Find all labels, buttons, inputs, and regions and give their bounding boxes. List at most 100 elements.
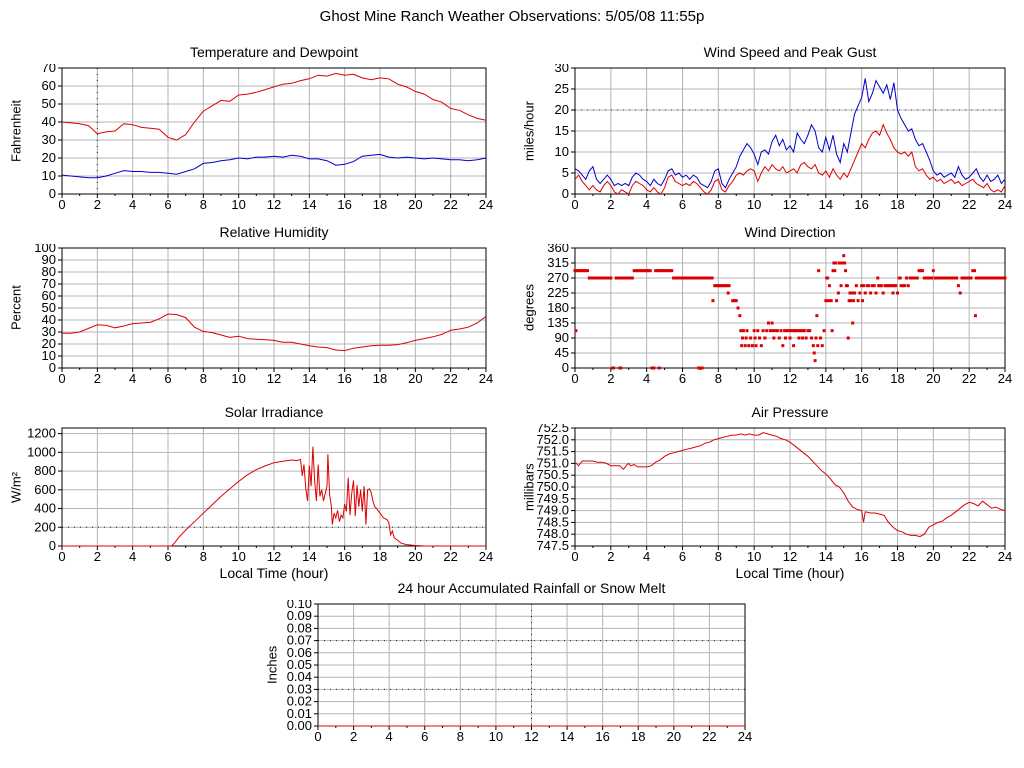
svg-text:10: 10 (747, 549, 761, 564)
svg-text:90: 90 (555, 330, 569, 345)
svg-text:12: 12 (783, 197, 797, 212)
svg-text:10: 10 (42, 168, 56, 183)
svg-text:0: 0 (58, 197, 65, 212)
svg-text:24: 24 (479, 197, 493, 212)
svg-text:0: 0 (571, 549, 578, 564)
svg-text:751.5: 751.5 (536, 444, 569, 459)
svg-text:0: 0 (314, 729, 321, 744)
svg-text:360: 360 (547, 244, 569, 255)
wind-direction-plot: 0 2 4 6 8 10 12 14 16 18 20 22 240459013518022527031… (547, 244, 1012, 386)
svg-text:270: 270 (547, 270, 569, 285)
svg-text:45: 45 (555, 345, 569, 360)
svg-text:0.01: 0.01 (287, 706, 312, 721)
svg-text:22: 22 (702, 729, 716, 744)
svg-text:6: 6 (164, 549, 171, 564)
svg-text:0: 0 (49, 360, 56, 375)
svg-text:0: 0 (58, 371, 65, 386)
svg-text:22: 22 (443, 549, 457, 564)
svg-text:14: 14 (819, 549, 833, 564)
svg-text:40: 40 (42, 114, 56, 129)
chart-rainfall: 24 hour Accumulated Rainfall or Snow Mel… (264, 578, 753, 744)
svg-text:225: 225 (547, 285, 569, 300)
svg-text:10: 10 (555, 144, 569, 159)
svg-text:12: 12 (783, 549, 797, 564)
svg-text:14: 14 (302, 371, 316, 386)
svg-text:180: 180 (547, 300, 569, 315)
svg-text:15: 15 (555, 123, 569, 138)
svg-text:800: 800 (34, 463, 56, 478)
svg-text:0: 0 (571, 197, 578, 212)
svg-text:750.5: 750.5 (536, 467, 569, 482)
svg-text:0: 0 (562, 360, 569, 375)
svg-text:2: 2 (607, 371, 614, 386)
svg-text:0.05: 0.05 (287, 657, 312, 672)
svg-text:600: 600 (34, 482, 56, 497)
svg-text:4: 4 (129, 371, 136, 386)
svg-text:0.04: 0.04 (287, 669, 312, 684)
svg-text:8: 8 (715, 197, 722, 212)
svg-text:14: 14 (302, 197, 316, 212)
svg-text:12: 12 (524, 729, 538, 744)
svg-text:16: 16 (337, 371, 351, 386)
x-axis-label: Local Time (hour) (219, 565, 329, 581)
svg-text:14: 14 (819, 197, 833, 212)
svg-text:24: 24 (998, 549, 1012, 564)
relative-humidity-plot: 0 2 4 6 8 10 12 14 16 18 20 22 240102030405060708090… (34, 244, 493, 386)
svg-text:16: 16 (337, 197, 351, 212)
svg-text:0.10: 0.10 (287, 600, 312, 611)
svg-text:0: 0 (571, 371, 578, 386)
svg-text:2: 2 (350, 729, 357, 744)
air-pressure-plot: 0 2 4 6 8 10 12 14 16 18 20 22 24747.5748.0748.5749.… (536, 424, 1012, 564)
svg-text:0.00: 0.00 (287, 718, 312, 733)
svg-text:100: 100 (34, 244, 56, 255)
svg-text:4: 4 (129, 549, 136, 564)
svg-text:50: 50 (42, 300, 56, 315)
svg-text:14: 14 (302, 549, 316, 564)
svg-text:6: 6 (164, 371, 171, 386)
chart-title: Air Pressure (751, 404, 829, 420)
svg-text:8: 8 (715, 371, 722, 386)
svg-text:8: 8 (200, 371, 207, 386)
svg-text:22: 22 (443, 371, 457, 386)
svg-text:30: 30 (555, 64, 569, 75)
svg-text:0: 0 (49, 538, 56, 553)
svg-text:90: 90 (42, 252, 56, 267)
svg-text:12: 12 (267, 197, 281, 212)
svg-text:10: 10 (42, 348, 56, 363)
svg-text:20: 20 (408, 197, 422, 212)
svg-text:4: 4 (643, 197, 650, 212)
svg-text:20: 20 (926, 371, 940, 386)
svg-text:6: 6 (164, 197, 171, 212)
svg-text:80: 80 (42, 264, 56, 279)
svg-text:747.5: 747.5 (536, 538, 569, 553)
svg-text:30: 30 (42, 324, 56, 339)
svg-text:22: 22 (962, 197, 976, 212)
svg-text:60: 60 (42, 288, 56, 303)
chart-solar-irradiance: Solar Irradiance W/m² 0 2 4 6 8 10 12 14 16 18 20 2… (8, 402, 494, 584)
x-axis-label: Local Time (hour) (735, 565, 845, 581)
svg-text:30: 30 (42, 132, 56, 147)
svg-text:0: 0 (49, 186, 56, 201)
svg-text:10: 10 (231, 197, 245, 212)
svg-text:0: 0 (58, 549, 65, 564)
svg-text:20: 20 (667, 729, 681, 744)
svg-text:20: 20 (42, 150, 56, 165)
svg-text:12: 12 (267, 549, 281, 564)
svg-text:10: 10 (231, 549, 245, 564)
svg-text:70: 70 (42, 64, 56, 75)
svg-text:1200: 1200 (27, 426, 56, 441)
svg-text:6: 6 (679, 197, 686, 212)
svg-text:24: 24 (738, 729, 752, 744)
svg-text:748.0: 748.0 (536, 526, 569, 541)
svg-text:16: 16 (854, 371, 868, 386)
chart-relative-humidity: Relative Humidity Percent 0 2 4 6 8 10 12 14 16 1… (8, 222, 494, 388)
svg-text:18: 18 (890, 371, 904, 386)
svg-text:8: 8 (715, 549, 722, 564)
svg-text:4: 4 (643, 371, 650, 386)
svg-text:0: 0 (562, 186, 569, 201)
svg-text:400: 400 (34, 501, 56, 516)
svg-text:24: 24 (998, 371, 1012, 386)
svg-text:18: 18 (890, 197, 904, 212)
svg-text:12: 12 (267, 371, 281, 386)
